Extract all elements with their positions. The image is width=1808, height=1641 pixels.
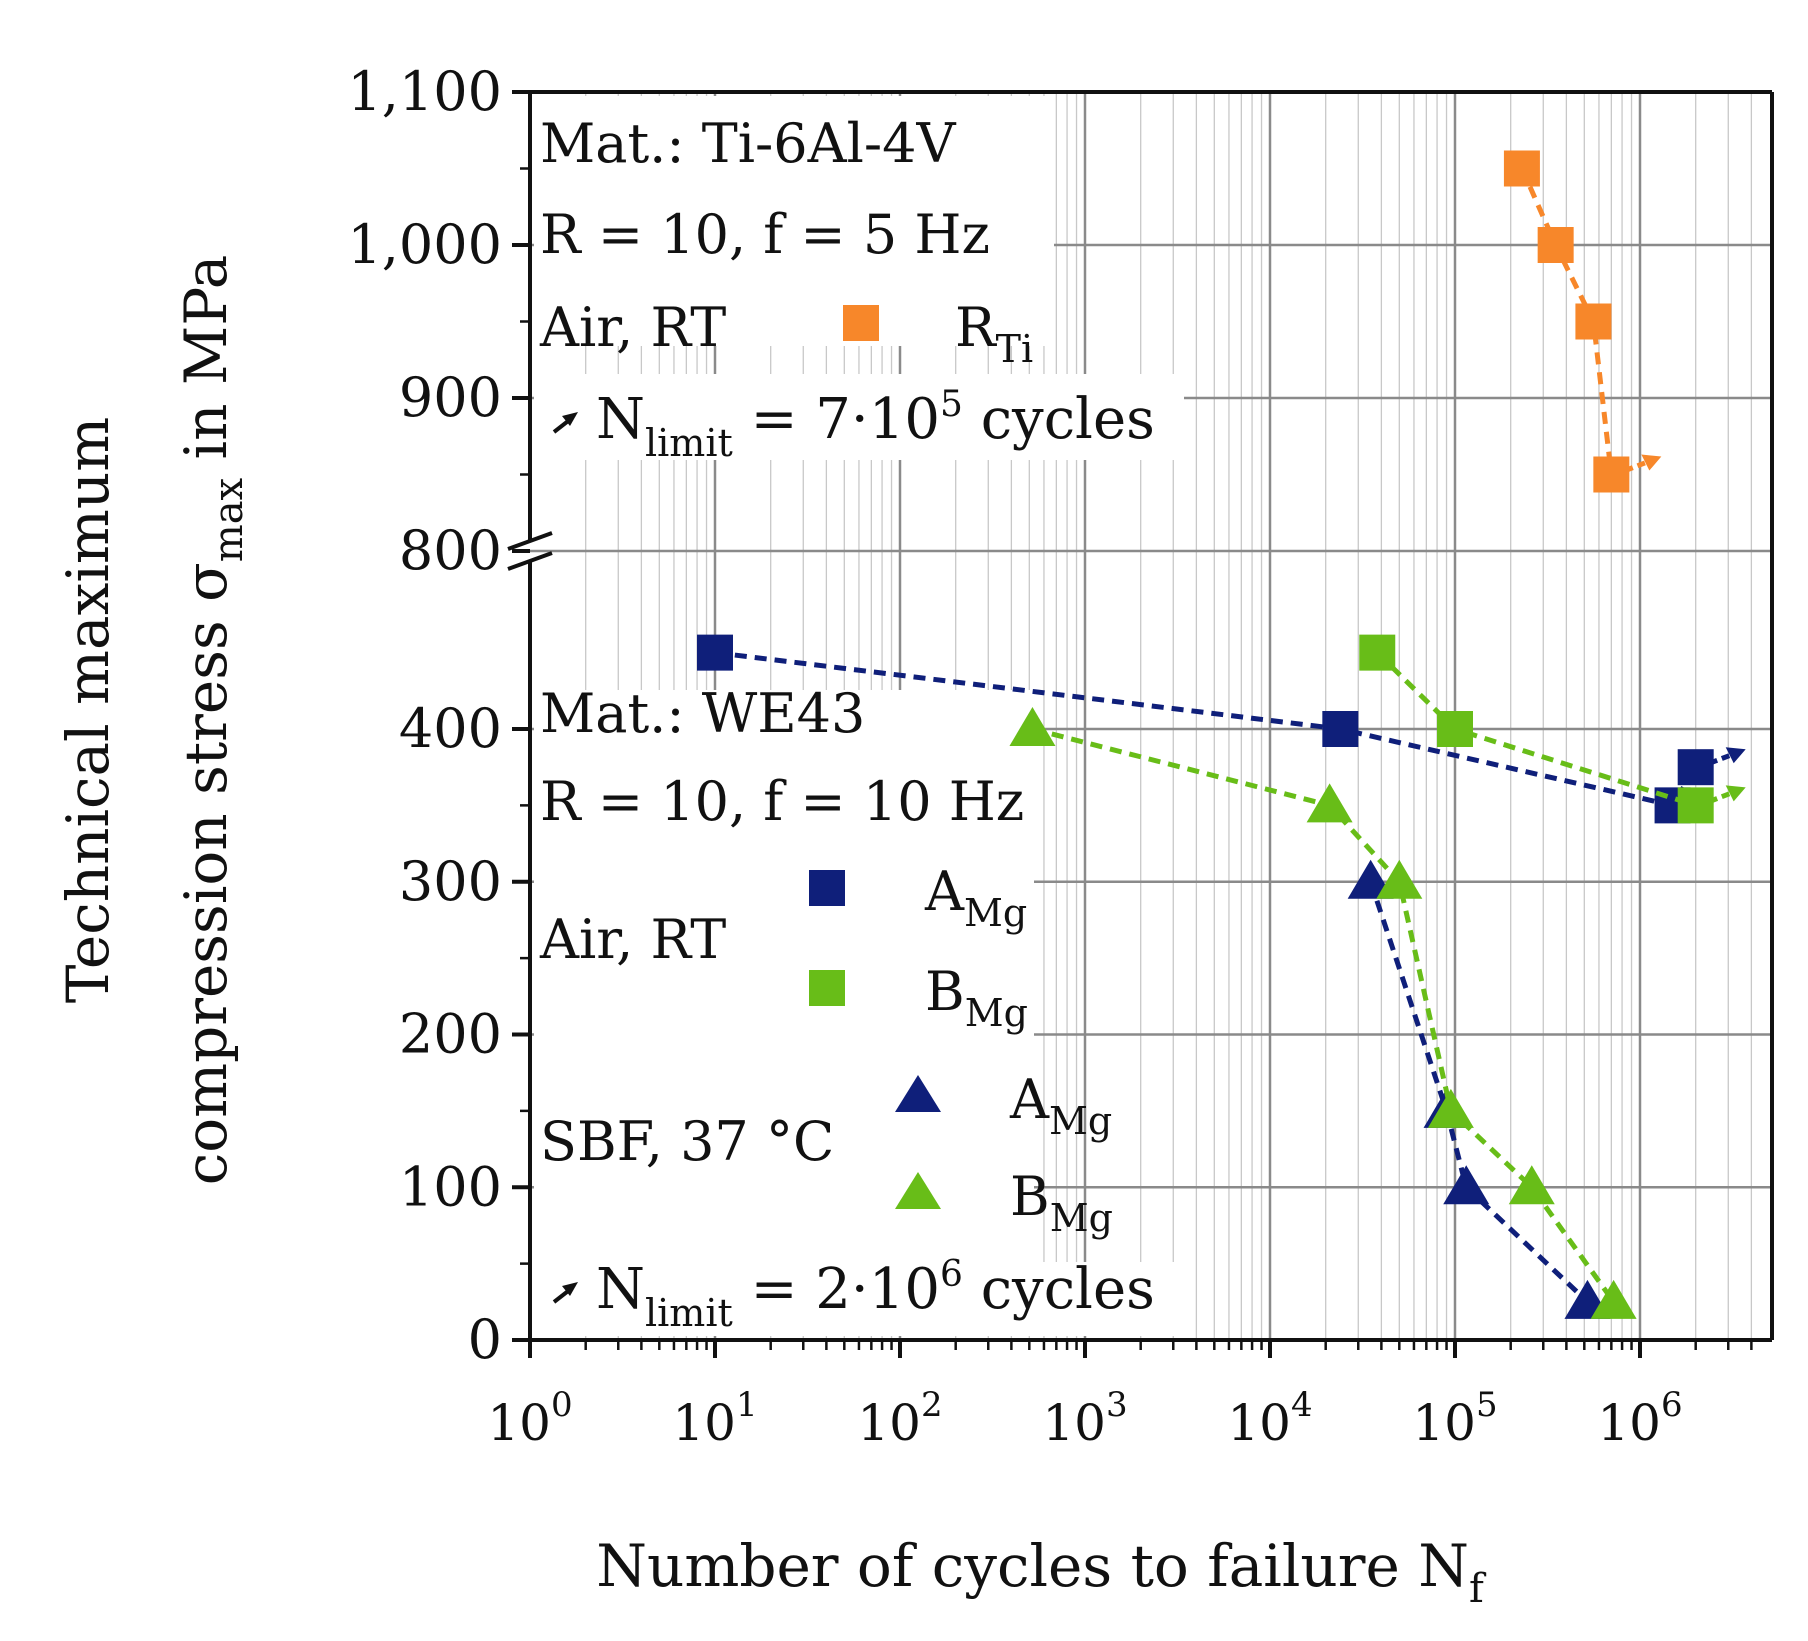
mg-env-sbf-label: SBF, 37 °C bbox=[540, 1110, 834, 1173]
legend-label-b-mg-square: BMg bbox=[925, 960, 1028, 1035]
data-point-triangle bbox=[1009, 707, 1056, 746]
x-tick-label: 104 bbox=[1227, 1385, 1312, 1452]
runout-arrow-icon bbox=[1641, 454, 1662, 471]
x-tick-label: 103 bbox=[1042, 1385, 1127, 1452]
x-tick-label: 101 bbox=[672, 1385, 757, 1452]
data-point-triangle bbox=[1590, 1279, 1637, 1319]
data-point-triangle bbox=[1427, 1088, 1474, 1128]
series-line bbox=[1519, 167, 1614, 475]
series-line bbox=[1368, 880, 1590, 1304]
data-point-square bbox=[1322, 711, 1359, 747]
y-tick-label: 100 bbox=[399, 1155, 502, 1218]
y-tick-label: 1,000 bbox=[347, 213, 502, 276]
y-tick-label: 300 bbox=[399, 850, 502, 913]
ti-limit-label: Nlimit = 7·105 cycles bbox=[596, 384, 1155, 465]
data-point-triangle bbox=[1376, 859, 1423, 899]
mg-params-label: R = 10, f = 10 Hz bbox=[540, 770, 1024, 833]
x-tick-labels: 100 101 102 103 104 105 106 bbox=[487, 1385, 1682, 1452]
data-point-square bbox=[1593, 456, 1630, 493]
data-point-square bbox=[1537, 227, 1574, 263]
x-tick-label: 105 bbox=[1412, 1385, 1497, 1452]
legend-marker-b-mg-square bbox=[809, 970, 845, 1006]
runout-arrow-icon bbox=[1725, 747, 1746, 764]
data-point-square bbox=[1503, 150, 1540, 187]
x-tick-label: 102 bbox=[857, 1385, 942, 1452]
data-point-triangle bbox=[1508, 1165, 1555, 1205]
runout-arrow-line bbox=[1708, 750, 1737, 766]
y-tick-label: 900 bbox=[399, 366, 502, 429]
ti-text-box bbox=[534, 96, 1054, 346]
legend-marker-a-mg-square bbox=[809, 870, 845, 906]
y-axis-title-line2: compression stress σmax in MPa bbox=[172, 255, 252, 1186]
legend-label-a-mg-square: AMg bbox=[924, 860, 1027, 935]
ti-material-label: Mat.: Ti-6Al-4V bbox=[540, 112, 956, 175]
data-series bbox=[697, 150, 1746, 1319]
axis-break-mark bbox=[507, 551, 553, 571]
axis-break-mark bbox=[507, 531, 553, 551]
legend-label-a-mg-triangle: AMg bbox=[1009, 1068, 1112, 1143]
data-point-square bbox=[1437, 711, 1473, 747]
data-point-square bbox=[697, 634, 733, 671]
y-tick-label: 800 bbox=[399, 519, 502, 582]
mg-limit-box bbox=[534, 1262, 1184, 1336]
mg-limit-label: Nlimit = 2·106 cycles bbox=[596, 1254, 1155, 1335]
ti-limit-box bbox=[534, 374, 1184, 460]
y-tick-label: 0 bbox=[468, 1308, 502, 1371]
y-tick-label: 400 bbox=[399, 697, 502, 760]
series-line bbox=[1031, 726, 1616, 1304]
runout-arrow-line bbox=[1708, 789, 1737, 804]
mg-material-label: Mat.: WE43 bbox=[540, 682, 865, 745]
legend-label-b-mg-triangle: BMg bbox=[1010, 1165, 1113, 1240]
ti-env-label: Air, RT bbox=[539, 296, 726, 359]
legend-marker-r-ti bbox=[843, 305, 879, 341]
x-tick-label: 106 bbox=[1597, 1385, 1682, 1452]
runout-arrow-icon bbox=[552, 1282, 578, 1304]
data-point-square bbox=[1575, 303, 1612, 340]
data-point-triangle bbox=[1443, 1165, 1490, 1205]
y-axis-title-line1: Technical maximum bbox=[54, 417, 122, 1004]
series-line bbox=[714, 650, 1698, 809]
y-tick-label: 200 bbox=[399, 1003, 502, 1066]
ti-params-label: R = 10, f = 5 Hz bbox=[540, 203, 990, 266]
x-tick-label: 100 bbox=[487, 1385, 572, 1452]
legend-marker-a-mg-triangle bbox=[895, 1075, 941, 1112]
mg-text-box bbox=[534, 690, 1034, 1310]
runout-arrow-icon bbox=[552, 412, 578, 434]
legend-marker-b-mg-triangle bbox=[895, 1172, 941, 1209]
y-tick-labels: 0 100 200 300 400 800 900 1,000 1,100 bbox=[347, 60, 502, 1371]
runout-arrow-icon bbox=[1725, 785, 1746, 802]
runout-arrow-line bbox=[1624, 458, 1653, 473]
x-axis-title: Number of cycles to failure Nf bbox=[596, 1532, 1487, 1612]
data-point-square bbox=[1677, 787, 1714, 824]
y-tick-label: 1,100 bbox=[347, 60, 502, 123]
data-point-square bbox=[1359, 634, 1396, 671]
legend-label-r-ti: RTi bbox=[955, 296, 1033, 371]
axes bbox=[507, 90, 1774, 1358]
data-point-square bbox=[1677, 749, 1714, 786]
mg-env-air-label: Air, RT bbox=[539, 908, 726, 971]
data-point-triangle bbox=[1306, 783, 1353, 823]
